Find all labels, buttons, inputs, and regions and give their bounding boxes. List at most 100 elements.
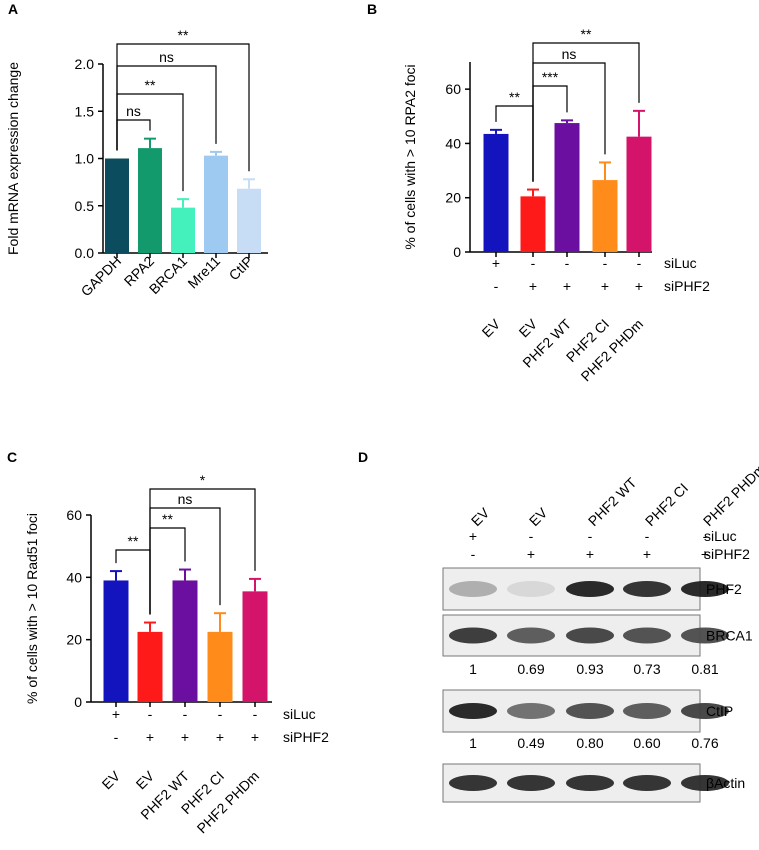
row-label-siluc: siLuc: [704, 528, 737, 544]
row-label-siphf2: siPHF2: [704, 546, 750, 562]
x-tick-label: CtIP: [226, 253, 257, 284]
treatment-mark: +: [492, 255, 500, 271]
blot-label-ctip: CtIP: [706, 703, 733, 719]
treatment-mark: -: [218, 706, 223, 722]
significance-bracket: [116, 43, 250, 172]
treatment-mark: -: [703, 528, 708, 544]
blot-band: [681, 627, 729, 644]
significance-label: ns: [178, 491, 193, 507]
blot-panel-d: DEV EV PHF2 WT PHF2 CI PHF2 PHDm+ - - - -siLuc- +…: [358, 449, 759, 803]
bar-ev: [483, 133, 509, 252]
significance-label: ns: [126, 103, 141, 119]
row-label-siluc: siLuc: [664, 255, 697, 271]
y-tick-label: 0: [453, 244, 461, 260]
significance-label: ns: [562, 46, 577, 62]
blot-label-phf2: PHF2: [706, 581, 742, 597]
treatment-mark: +: [112, 706, 120, 722]
significance-bracket: [532, 42, 640, 182]
bar-gapdh: [105, 158, 129, 253]
bar-phf2-wt: [172, 580, 198, 702]
y-tick-label: 40: [445, 135, 461, 151]
y-axis-label: % of cells with > 10 RPA2 foci: [402, 64, 418, 249]
significance-bracket: [149, 488, 256, 615]
treatment-mark: +: [643, 546, 651, 562]
lane-label: EV: [468, 504, 493, 529]
y-tick-label: 60: [66, 507, 82, 523]
treatment-mark: -: [565, 255, 570, 271]
bar-ev: [137, 631, 163, 702]
significance-label: **: [178, 27, 189, 43]
blot-band: [449, 775, 497, 791]
bar-phf2-phdm: [626, 136, 652, 252]
significance-label: **: [581, 26, 592, 42]
y-tick-label: 60: [445, 81, 461, 97]
treatment-mark: +: [701, 546, 709, 562]
treatment-mark: -: [471, 546, 476, 562]
treatment-mark: -: [588, 528, 593, 544]
treatment-mark: +: [469, 528, 477, 544]
bar-phf2-wt: [554, 123, 580, 252]
bar-phf2-phdm: [242, 591, 268, 702]
treatment-mark: +: [181, 729, 189, 745]
y-tick-label: 40: [66, 569, 82, 585]
bar-brca1: [171, 207, 195, 253]
bar-mre11: [204, 155, 228, 253]
blot-band: [566, 627, 614, 644]
treatment-mark: -: [645, 528, 650, 544]
blot-band: [449, 627, 497, 644]
panel-letter-d: D: [358, 449, 368, 465]
y-axis-label: % of cells with > 10 Rad51 foci: [24, 513, 40, 704]
band-quantification: 0.60: [633, 735, 660, 751]
chart-panel-a: A 0.0 0.5 1.0 1.5 2.0 Fold mRNA expression cha…: [5, 1, 268, 299]
chart-panel-b: B 0 20 40 60 % of cells with > 10 RPA2 foci EV…: [367, 1, 710, 384]
band-quantification: 0.49: [517, 735, 544, 751]
treatment-mark: -: [494, 278, 499, 294]
bar-phf2-ci: [207, 631, 233, 702]
bar-ev: [103, 580, 129, 702]
row-label-siluc: siLuc: [283, 706, 316, 722]
band-quantification: 0.69: [517, 661, 544, 677]
significance-label: *: [200, 472, 206, 488]
treatment-mark: -: [531, 255, 536, 271]
y-tick-label: 0: [74, 694, 82, 710]
y-tick-label: 1.5: [75, 103, 95, 119]
y-tick-label: 0.5: [75, 198, 95, 214]
blot-band: [566, 775, 614, 791]
chart-panel-c: C 0 20 40 60 % of cells with > 10 Rad51 foci E…: [7, 449, 329, 836]
y-tick-label: 1.0: [75, 151, 95, 167]
blot-band: [623, 703, 671, 719]
significance-label: **: [162, 511, 173, 527]
blot-band: [623, 581, 671, 597]
significance-label: ns: [159, 49, 174, 65]
lane-label: PHF2 CI: [642, 480, 691, 529]
panel-letter-b: B: [367, 1, 377, 17]
treatment-mark: -: [183, 706, 188, 722]
treatment-mark: -: [637, 255, 642, 271]
blot-label-brca1: BRCA1: [706, 628, 753, 644]
blot-band: [681, 703, 729, 719]
blot-band: [681, 775, 729, 791]
band-quantification: 0.76: [691, 735, 718, 751]
lane-label: EV: [526, 504, 551, 529]
treatment-mark: -: [603, 255, 608, 271]
treatment-mark: -: [253, 706, 258, 722]
treatment-mark: -: [114, 729, 119, 745]
blot-band: [507, 627, 555, 644]
y-tick-label: 20: [445, 190, 461, 206]
x-tick-label: EV: [99, 767, 124, 792]
band-quantification: 1: [469, 735, 477, 751]
y-tick-label: 0.0: [75, 245, 95, 261]
blot-label-βactin: βActin: [706, 775, 745, 791]
panel-letter-c: C: [7, 449, 17, 465]
treatment-mark: +: [529, 278, 537, 294]
band-quantification: 0.93: [576, 661, 603, 677]
significance-bracket: [116, 119, 151, 151]
y-axis-label: Fold mRNA expression change: [5, 62, 21, 255]
y-tick-label: 20: [66, 632, 82, 648]
row-label-siphf2: siPHF2: [664, 278, 710, 294]
bar-ev: [520, 196, 546, 252]
x-tick-label: EV: [133, 767, 158, 792]
treatment-mark: +: [586, 546, 594, 562]
band-quantification: 0.81: [691, 661, 718, 677]
x-tick-label: EV: [479, 315, 504, 340]
